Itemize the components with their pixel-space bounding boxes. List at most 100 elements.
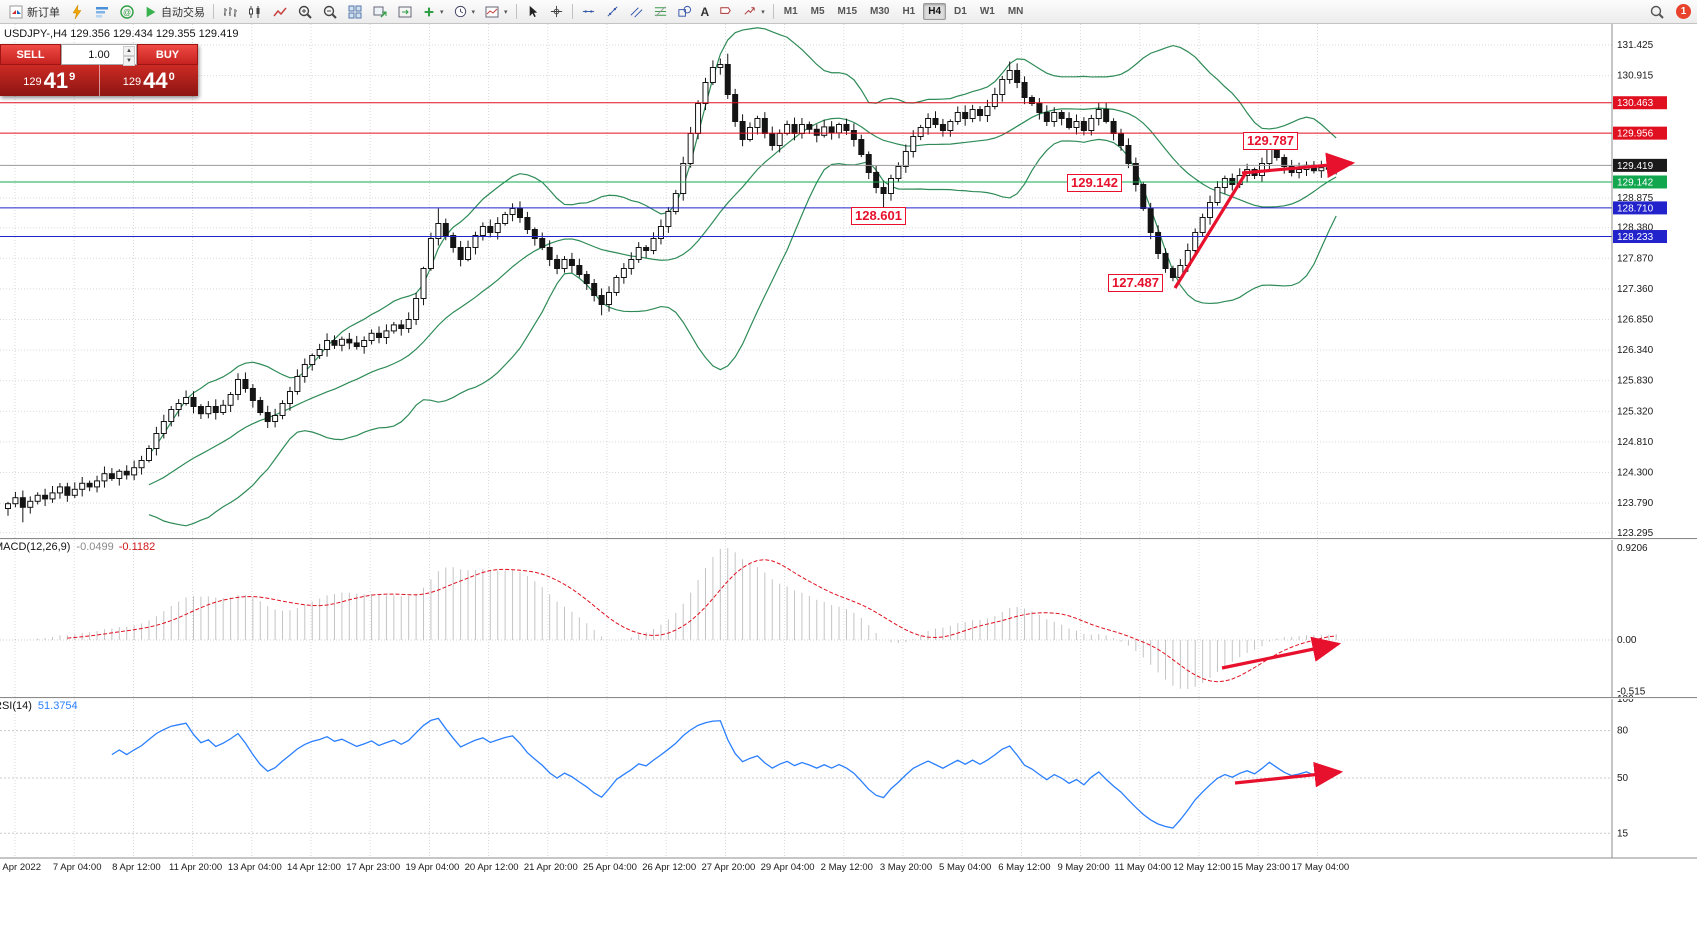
cursor-button[interactable] (521, 2, 544, 22)
candle-body (153, 433, 160, 449)
candle-body (64, 486, 71, 496)
community-button[interactable]: @ (115, 2, 139, 22)
candle-body (1036, 103, 1043, 113)
timeframe-m5[interactable]: M5 (810, 6, 825, 17)
svg-text:0.00: 0.00 (1617, 635, 1637, 646)
buy-price-display[interactable]: 129 44 0 (122, 68, 175, 93)
notification-badge[interactable]: 1 (1676, 4, 1691, 19)
candle-body (917, 127, 924, 137)
trendline-button[interactable] (601, 2, 624, 22)
candle-body (925, 118, 932, 128)
candle-body (294, 376, 301, 392)
clock-icon (454, 5, 466, 18)
chart-shift-button[interactable] (393, 2, 417, 22)
cursor-icon (529, 5, 537, 18)
objects-dropdown-button[interactable]: ▾ (738, 2, 769, 22)
line-chart-button[interactable] (268, 2, 292, 22)
price-level-lines[interactable] (0, 102, 1612, 238)
fibonacci-button[interactable] (649, 2, 672, 22)
autotrading-button[interactable]: 自动交易 (140, 2, 209, 22)
candle-body (672, 193, 679, 212)
sell-button[interactable]: SELL (0, 44, 61, 65)
price-tag-label: 130.463 (1617, 98, 1654, 109)
candle-body (1318, 167, 1325, 172)
time-label: 11 May 04:00 (1114, 862, 1171, 873)
periods-button[interactable]: ▾ (449, 2, 480, 22)
macd-axis[interactable]: 0.9206 0.00 -0.515 (1617, 543, 1648, 698)
price-annotation-129.142[interactable]: 129.142 (1067, 174, 1122, 192)
zoom-out-button[interactable] (318, 2, 342, 22)
time-axis[interactable]: 6 Apr 2022 7 Apr 04:00 8 Apr 12:00 11 Apr 2… (0, 862, 1349, 873)
candle-body (1051, 112, 1058, 122)
tile-windows-button[interactable] (343, 2, 367, 22)
zoom-in-button[interactable] (293, 2, 317, 22)
timeframe-m1[interactable]: M1 (783, 6, 798, 17)
label-tool-button[interactable] (714, 2, 737, 22)
crosshair-button[interactable] (545, 2, 568, 22)
timeframe-h1[interactable]: H1 (902, 6, 916, 17)
candle-body (220, 404, 227, 413)
equidistant-channel-button[interactable] (625, 2, 648, 22)
candle-body (843, 124, 850, 131)
candle-body (576, 265, 583, 275)
add-indicator-button[interactable]: ▾ (418, 2, 448, 22)
price-tag (1613, 158, 1667, 172)
buy-button[interactable]: BUY (137, 44, 198, 65)
rsi-axis[interactable]: 100 80 50 15 (1617, 694, 1634, 839)
candlestick-chart-button[interactable] (243, 2, 267, 22)
stepper-up-icon[interactable]: ▲ (123, 46, 135, 56)
candle-body (643, 247, 650, 251)
candle-body (776, 133, 783, 146)
candle-body (850, 130, 857, 140)
stepper-down-icon[interactable]: ▼ (123, 56, 135, 66)
sell-price-display[interactable]: 129 41 9 (23, 68, 76, 93)
price-tick: 124.300 (1617, 468, 1654, 479)
candle-body (954, 112, 961, 122)
price-annotation-128.601[interactable]: 128.601 (851, 207, 906, 225)
candle-body (1207, 202, 1214, 218)
market-depth-button[interactable] (90, 2, 114, 22)
price-tick: 127.360 (1617, 284, 1654, 295)
price-tick: 128.875 (1617, 193, 1654, 204)
text-tool-icon: A (700, 4, 710, 19)
volume-input[interactable]: 1.00 ▲ ▼ (61, 44, 137, 66)
candle-body (108, 473, 115, 480)
timeframe-m15[interactable]: M15 (837, 6, 857, 17)
candle-body (635, 247, 642, 260)
templates-button[interactable]: ▾ (480, 2, 512, 22)
price-axis[interactable]: 131.425 130.915 128.875 128.380 127.870 127.3… (1613, 40, 1667, 539)
time-label: 12 May 12:00 (1173, 862, 1231, 873)
volume-stepper[interactable]: ▲ ▼ (123, 46, 135, 66)
time-label: 9 May 20:00 (1057, 862, 1109, 873)
candle-body (962, 112, 969, 119)
price-annotation-127.487[interactable]: 127.487 (1108, 274, 1163, 292)
candle-body (405, 319, 412, 329)
horizontal-line-button[interactable] (577, 2, 600, 22)
candle-body (806, 124, 813, 130)
timeframe-w1[interactable]: W1 (979, 6, 995, 17)
trend-arrows[interactable] (1173, 152, 1356, 788)
candle-body (969, 109, 976, 119)
price-annotation-129.787[interactable]: 129.787 (1243, 132, 1298, 150)
search-button[interactable] (1645, 2, 1669, 22)
timeframe-d1[interactable]: D1 (954, 6, 967, 17)
timeframe-m30[interactable]: M30 (870, 6, 890, 17)
candle-body (494, 223, 501, 233)
text-tool-button[interactable]: A (697, 2, 714, 22)
shapes-button[interactable] (673, 2, 696, 22)
favorites-button[interactable] (65, 2, 89, 22)
timeframe-mn[interactable]: MN (1007, 6, 1024, 17)
candle-body (1073, 121, 1080, 128)
community-icon: @ (120, 4, 134, 19)
bars-chart-button[interactable] (218, 2, 242, 22)
candle-body (316, 349, 323, 356)
one-click-trading-panel: SELL 1.00 ▲ ▼ BUY 129 41 9 129 44 0 (0, 44, 198, 96)
timeframe-h4[interactable]: H4 (923, 3, 947, 20)
trend-arrow (1221, 636, 1342, 670)
arrange-windows-button[interactable] (368, 2, 392, 22)
svg-text:100: 100 (1617, 694, 1634, 705)
candle-body (465, 247, 472, 260)
new-order-button[interactable]: 新订单 (4, 2, 64, 22)
